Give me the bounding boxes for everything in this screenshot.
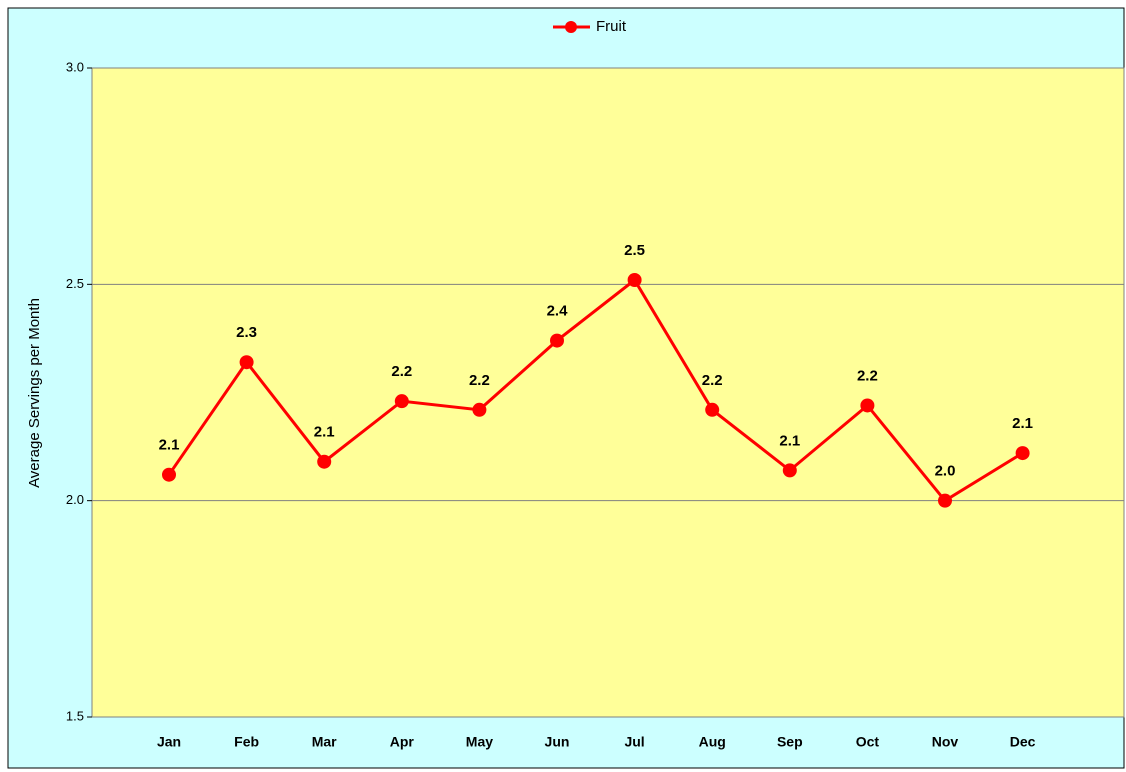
data-point [627,273,642,288]
x-tick-label: Sep [777,734,803,750]
x-tick-label: Dec [1010,734,1036,750]
data-label: 2.1 [779,432,800,449]
y-tick-label: 2.5 [66,276,84,291]
data-label: 2.2 [391,363,412,380]
data-point [860,398,875,413]
data-label: 2.1 [159,437,180,454]
y-axis-label: Average Servings per Month [26,298,43,488]
data-point [938,493,952,508]
data-point [472,402,487,417]
x-tick-label: Oct [856,734,880,750]
data-point [550,333,564,348]
x-tick-label: Mar [312,734,337,750]
data-point [239,355,254,370]
x-tick-label: Jul [624,734,644,750]
x-tick-label: Jun [545,734,570,750]
x-tick-label: Nov [932,734,959,750]
legend-marker [565,21,577,33]
y-tick-label: 2.0 [66,492,84,507]
data-point [394,394,409,409]
data-point [162,467,176,482]
data-label: 2.0 [935,463,956,480]
data-point [782,463,797,478]
data-label: 2.2 [857,367,878,384]
series-line [167,277,1024,503]
data-label: 2.4 [547,303,569,320]
data-point [1015,446,1030,461]
x-tick-label: Apr [390,734,415,750]
y-tick-label: 1.5 [66,708,84,723]
data-point [317,454,332,469]
data-label: 2.5 [624,242,645,259]
x-tick-label: May [466,734,493,750]
data-label: 2.3 [236,324,257,341]
y-tick-label: 3.0 [66,59,84,74]
plot-area [91,67,1125,718]
x-tick-label: Aug [699,734,726,750]
x-tick-label: Jan [157,734,181,750]
legend-label: Fruit [596,18,627,35]
data-point [705,402,720,417]
data-label: 2.2 [702,372,723,389]
data-label: 2.1 [1012,415,1033,432]
data-label: 2.1 [314,424,335,441]
data-label: 2.2 [469,372,490,389]
x-tick-label: Feb [234,734,259,750]
